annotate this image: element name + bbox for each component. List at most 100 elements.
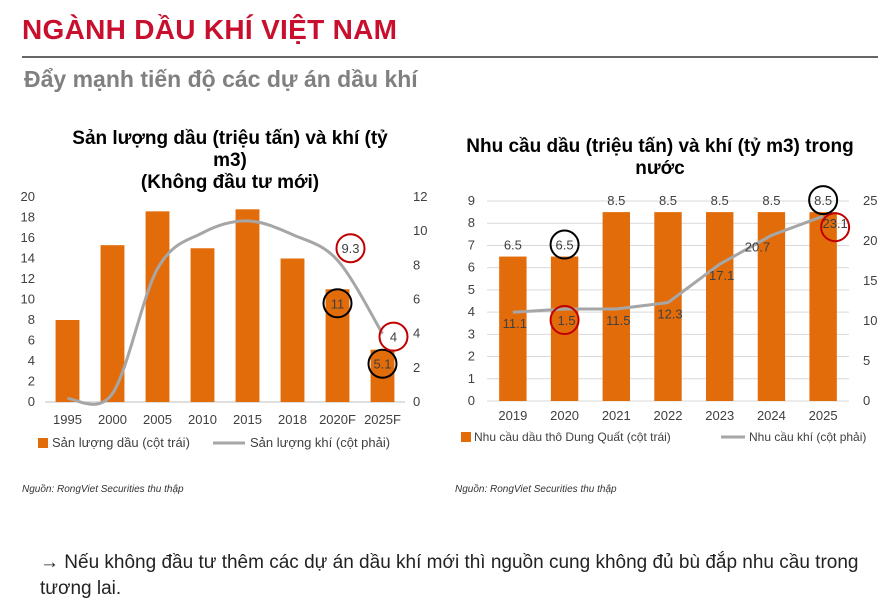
- chart2-right-tick-label: 0: [863, 393, 870, 408]
- chart1-category-label: 2025F: [364, 412, 401, 427]
- chart1-bar: [325, 289, 350, 402]
- chart2-bar: [550, 256, 579, 401]
- chart2-left-tick-label: 0: [468, 393, 475, 408]
- chart1-right-tick-label: 6: [413, 292, 420, 307]
- chart2-highlight-circle: [820, 212, 851, 243]
- chart2-category-label: 2024: [757, 408, 786, 423]
- chart2-category-label: 2025: [809, 408, 838, 423]
- title-divider: [22, 56, 878, 58]
- chart2-right-tick-label: 5: [863, 353, 870, 368]
- chart2-bar: [757, 212, 786, 401]
- chart1-left-tick-label: 0: [28, 394, 35, 409]
- chart2-left-tick-label: 9: [468, 193, 475, 208]
- chart2-line-label: 11.5: [606, 313, 630, 328]
- chart1-category-label: 2020F: [319, 412, 356, 427]
- chart2-source: Nguồn: RongViet Securities thu thập: [455, 484, 617, 495]
- chart1-left-tick-label: 18: [21, 210, 35, 225]
- chart2-bar-label: 8.5: [814, 193, 832, 208]
- chart2-left-tick-label: 5: [468, 282, 475, 297]
- chart2-bar-label: 8.5: [659, 193, 677, 208]
- chart1-left-tick-label: 20: [21, 189, 35, 204]
- chart2-legend-bar-label: Nhu cầu dầu thô Dung Quất (cột trái): [474, 430, 671, 444]
- chart1-left-tick-label: 14: [21, 251, 35, 266]
- chart1-left-tick-label: 8: [28, 312, 35, 327]
- chart1-right-tick-label: 0: [413, 394, 420, 409]
- chart1-category-label: 2005: [143, 412, 172, 427]
- chart1-left-tick-label: 10: [21, 292, 35, 307]
- chart1-right-tick-label: 10: [413, 223, 427, 238]
- chart2-bar: [706, 212, 734, 401]
- chart1-category-label: 2015: [233, 412, 262, 427]
- chart2-bar-label: 6.5: [504, 238, 522, 253]
- chart2-gas-line: [512, 214, 824, 314]
- chart1-data-label: 11: [331, 296, 345, 311]
- chart2-right-tick-label: 25: [863, 193, 877, 208]
- chart1-highlight-circle: [322, 288, 353, 319]
- chart1-bar: [145, 211, 170, 402]
- chart2-left-tick-label: 8: [468, 215, 475, 230]
- chart1-legend-bar-label: Sản lượng dầu (cột trái): [52, 435, 190, 450]
- chart2-category-label: 2022: [654, 408, 683, 423]
- chart1-highlight-circle: [367, 348, 398, 379]
- chart1-right-tick-label: 4: [413, 326, 420, 341]
- chart1-category-label: 2018: [278, 412, 307, 427]
- chart2-left-tick-label: 3: [468, 326, 475, 341]
- chart2-left-tick-label: 1: [468, 371, 475, 386]
- chart1-left-tick-label: 12: [21, 271, 35, 286]
- chart2-title-line-1: Nhu cầu dầu (triệu tấn) và khí (tỷ m3) t…: [466, 136, 854, 157]
- chart1-legend-line-label: Sản lượng khí (cột phải): [250, 435, 390, 450]
- chart1-source: Nguồn: RongViet Securities thu thập: [22, 484, 184, 495]
- chart1-title-line-1: Sản lượng dầu (triệu tấn) và khí (tỷ: [72, 128, 388, 149]
- chart2-title: Nhu cầu dầu (triệu tấn) và khí (tỷ m3) t…: [440, 136, 880, 180]
- conclusion-note: → Nếu không đầu tư thêm các dự án dầu kh…: [40, 552, 859, 599]
- chart2-right-tick-label: 15: [863, 273, 877, 288]
- chart2-line-label: 17.1: [709, 268, 734, 283]
- chart2-right-tick-label: 20: [863, 233, 877, 248]
- chart1-gas-line: [67, 219, 384, 406]
- chart2-category-label: 2019: [498, 408, 527, 423]
- chart1-left-tick-label: 6: [28, 333, 35, 348]
- chart1-data-label: 9.3: [341, 241, 359, 256]
- chart2-legend-bar-swatch: [461, 432, 471, 442]
- chart2-highlight-circle: [808, 185, 839, 216]
- chart1-left-tick-label: 4: [28, 353, 35, 368]
- chart1-title: Sản lượng dầu (triệu tấn) và khí (tỷ m3)…: [20, 128, 440, 194]
- chart1-bar: [190, 248, 215, 402]
- chart1-title-line-3: (Không đầu tư mới): [140, 172, 320, 193]
- chart2-category-label: 2020: [550, 408, 579, 423]
- chart1-bar: [55, 320, 80, 402]
- chart1-data-label: 4: [390, 330, 397, 345]
- chart2-left-tick-label: 6: [468, 260, 475, 275]
- chart1-legend-bar-swatch: [38, 438, 48, 448]
- chart2-line-label: 12.3: [657, 307, 682, 322]
- chart1-category-label: 1995: [53, 412, 82, 427]
- chart1-oil-gas-output: 0 2 4 6 8 10 12 14 16 18 20 0 2 4 6 8 10 12 1995 2000 2005 20…: [21, 189, 428, 450]
- chart2-highlight-circle: [549, 305, 580, 335]
- chart1-bar: [100, 245, 125, 402]
- chart2-left-tick-label: 7: [468, 237, 475, 252]
- chart2-line-label: 11.1: [503, 316, 527, 331]
- chart1-right-tick-label: 2: [413, 360, 420, 375]
- chart2-highlight-circle: [549, 229, 580, 260]
- chart2-line-label: 23.1: [822, 216, 847, 231]
- chart2-bar-label: 6.5: [556, 238, 574, 253]
- chart2-bar-label: 8.5: [762, 193, 780, 208]
- page-subtitle: Đẩy mạnh tiến độ các dự án dầu khí: [24, 66, 418, 92]
- chart2-line-label: 20.7: [745, 239, 770, 254]
- chart2-category-label: 2021: [602, 408, 631, 423]
- chart2-bar: [809, 212, 837, 401]
- chart2-title-line-2: nước: [635, 158, 685, 179]
- chart2-legend-line-label: Nhu cầu khí (cột phải): [749, 430, 866, 444]
- page-title: NGÀNH DẦU KHÍ VIỆT NAM: [22, 14, 398, 45]
- chart2-bar: [499, 256, 527, 401]
- chart2-left-tick-label: 4: [468, 304, 475, 319]
- chart1-highlight-circle: [378, 321, 409, 352]
- chart1-right-tick-label: 8: [413, 257, 420, 272]
- chart1-title-line-2: m3): [213, 150, 247, 171]
- chart1-bar: [370, 349, 395, 402]
- chart2-category-label: 2023: [705, 408, 734, 423]
- chart1-bar: [235, 209, 260, 402]
- chart1-bar: [280, 258, 305, 402]
- chart1-data-label: 5.1: [373, 357, 391, 372]
